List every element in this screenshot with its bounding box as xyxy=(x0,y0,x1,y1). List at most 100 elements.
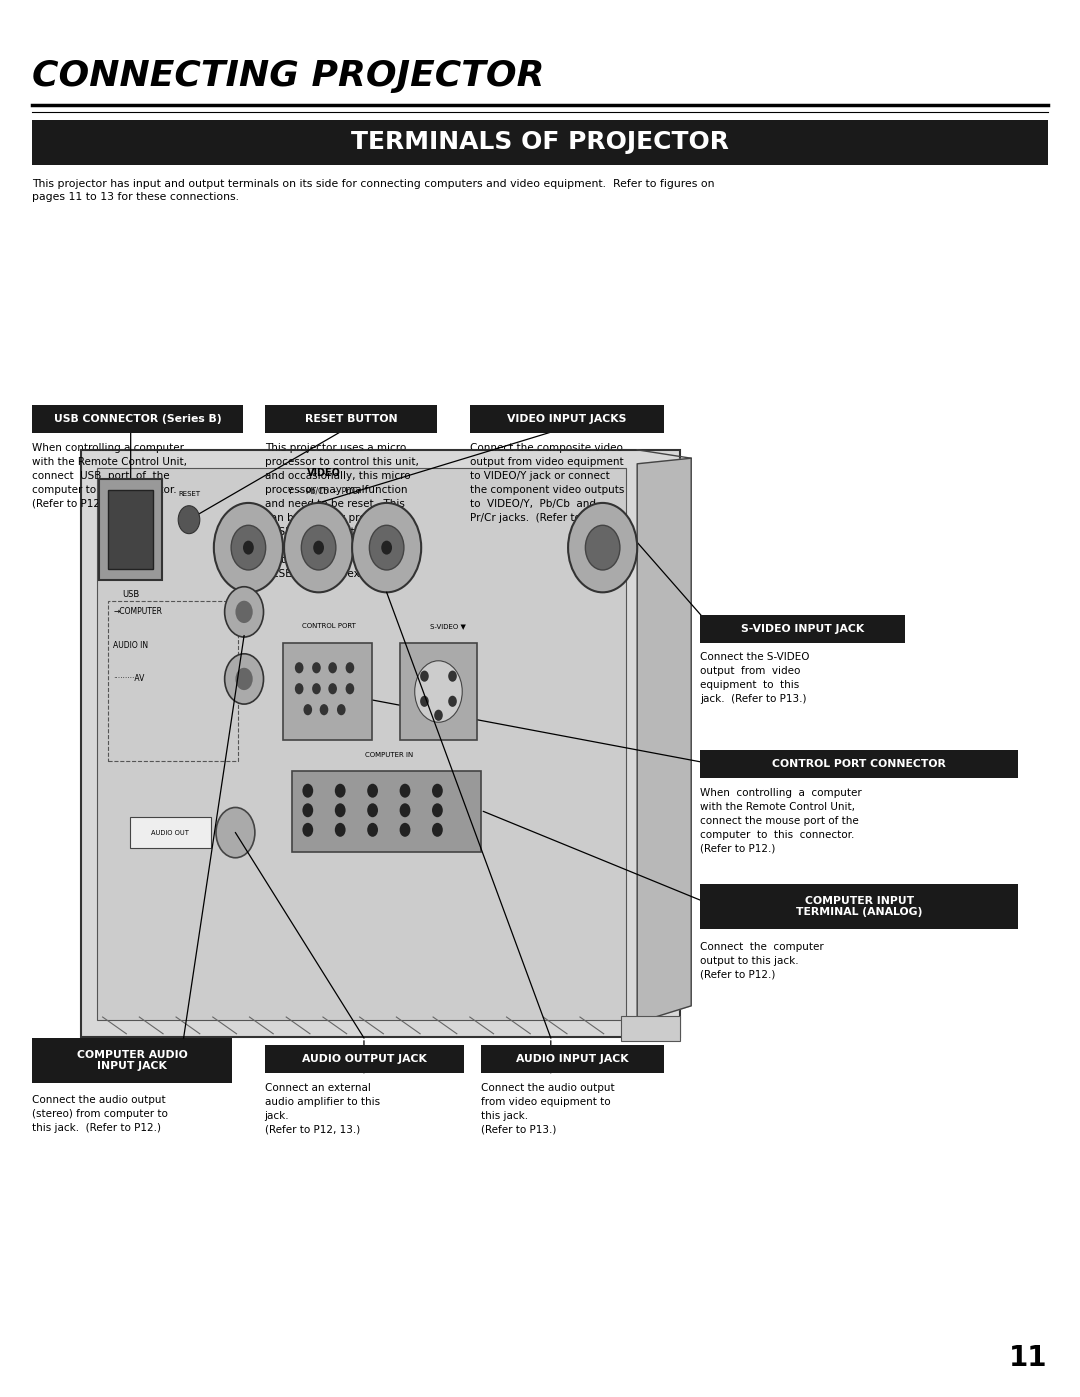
Text: Connect  the  computer
output to this jack.
(Refer to P12.): Connect the computer output to this jack… xyxy=(700,942,824,979)
Bar xyxy=(700,750,1018,778)
Circle shape xyxy=(216,807,255,858)
Circle shape xyxy=(346,683,354,694)
Bar xyxy=(108,601,238,761)
Circle shape xyxy=(335,784,346,798)
Circle shape xyxy=(225,587,264,637)
Text: ·········AV: ·········AV xyxy=(113,675,145,683)
Bar xyxy=(32,120,1048,165)
Circle shape xyxy=(214,503,283,592)
Text: TERMINALS OF PROJECTOR: TERMINALS OF PROJECTOR xyxy=(351,130,729,155)
Circle shape xyxy=(225,654,264,704)
Bar xyxy=(97,468,626,1020)
Text: This projector uses a micro
processor to control this unit,
and occasionally, th: This projector uses a micro processor to… xyxy=(265,443,418,578)
Text: USB: USB xyxy=(122,590,139,598)
Circle shape xyxy=(434,710,443,721)
Circle shape xyxy=(235,601,253,623)
Circle shape xyxy=(312,683,321,694)
Circle shape xyxy=(295,683,303,694)
Circle shape xyxy=(585,525,620,570)
Circle shape xyxy=(367,784,378,798)
Text: When  controlling  a  computer
with the Remote Control Unit,
connect the mouse p: When controlling a computer with the Rem… xyxy=(700,788,862,854)
Circle shape xyxy=(231,525,266,570)
Text: 11: 11 xyxy=(1009,1344,1048,1372)
Text: CONTROL PORT CONNECTOR: CONTROL PORT CONNECTOR xyxy=(772,759,946,770)
Circle shape xyxy=(335,823,346,837)
Circle shape xyxy=(448,671,457,682)
Text: Connect the audio output
from video equipment to
this jack.
(Refer to P13.): Connect the audio output from video equi… xyxy=(481,1083,615,1134)
Text: When controlling a computer
with the Remote Control Unit,
connect  USB  port  of: When controlling a computer with the Rem… xyxy=(32,443,188,509)
Circle shape xyxy=(346,662,354,673)
Bar xyxy=(400,643,477,740)
Circle shape xyxy=(302,803,313,817)
Bar xyxy=(292,771,481,852)
Circle shape xyxy=(328,683,337,694)
Text: CONNECTING PROJECTOR: CONNECTING PROJECTOR xyxy=(32,59,545,92)
Circle shape xyxy=(568,503,637,592)
Circle shape xyxy=(381,541,392,555)
Text: Connect the audio output
(stereo) from computer to
this jack.  (Refer to P12.): Connect the audio output (stereo) from c… xyxy=(32,1095,168,1133)
Text: Connect the composite video
output from video equipment
to VIDEO/Y jack or conne: Connect the composite video output from … xyxy=(470,443,624,522)
Bar xyxy=(99,479,162,580)
Text: USB CONNECTOR (Series B): USB CONNECTOR (Series B) xyxy=(54,414,221,425)
Circle shape xyxy=(432,784,443,798)
Circle shape xyxy=(400,784,410,798)
Circle shape xyxy=(313,541,324,555)
Circle shape xyxy=(328,662,337,673)
Bar xyxy=(265,1045,464,1073)
Text: RESET: RESET xyxy=(178,492,200,497)
Text: COMPUTER AUDIO
INPUT JACK: COMPUTER AUDIO INPUT JACK xyxy=(77,1049,188,1071)
Text: S-VIDEO ▼: S-VIDEO ▼ xyxy=(430,623,467,629)
Circle shape xyxy=(367,823,378,837)
Text: Connect the S-VIDEO
output  from  video
equipment  to  this
jack.  (Refer to P13: Connect the S-VIDEO output from video eq… xyxy=(700,652,809,704)
Circle shape xyxy=(284,503,353,592)
Circle shape xyxy=(369,525,404,570)
Text: AUDIO IN: AUDIO IN xyxy=(113,641,149,650)
Bar xyxy=(481,1045,664,1073)
Circle shape xyxy=(235,668,253,690)
Circle shape xyxy=(302,784,313,798)
Bar xyxy=(470,405,664,433)
Circle shape xyxy=(400,823,410,837)
Text: AUDIO OUTPUT JACK: AUDIO OUTPUT JACK xyxy=(302,1053,427,1065)
Bar xyxy=(700,884,1018,929)
Text: This projector has input and output terminals on its side for connecting compute: This projector has input and output term… xyxy=(32,179,715,203)
Text: S-VIDEO INPUT JACK: S-VIDEO INPUT JACK xyxy=(741,623,864,634)
Circle shape xyxy=(303,704,312,715)
Circle shape xyxy=(243,541,254,555)
Polygon shape xyxy=(637,458,691,1023)
Circle shape xyxy=(178,506,200,534)
Bar xyxy=(108,490,153,569)
Text: CONTROL PORT: CONTROL PORT xyxy=(302,623,356,629)
Text: VIDEO INPUT JACKS: VIDEO INPUT JACKS xyxy=(508,414,626,425)
Circle shape xyxy=(320,704,328,715)
Text: AUDIO OUT: AUDIO OUT xyxy=(150,830,189,835)
Text: →COMPUTER: →COMPUTER xyxy=(113,608,162,616)
Text: RESET BUTTON: RESET BUTTON xyxy=(305,414,397,425)
Circle shape xyxy=(301,525,336,570)
Circle shape xyxy=(448,696,457,707)
Circle shape xyxy=(352,503,421,592)
Text: COMPUTER IN: COMPUTER IN xyxy=(365,752,413,757)
Bar xyxy=(81,450,680,1037)
Bar xyxy=(621,1016,680,1041)
Bar xyxy=(130,817,211,848)
Bar xyxy=(32,1038,232,1083)
Circle shape xyxy=(415,661,462,722)
Circle shape xyxy=(302,823,313,837)
Bar xyxy=(265,405,437,433)
Circle shape xyxy=(337,704,346,715)
Circle shape xyxy=(432,803,443,817)
Circle shape xyxy=(335,803,346,817)
Circle shape xyxy=(400,803,410,817)
Bar xyxy=(283,643,372,740)
Circle shape xyxy=(432,823,443,837)
Circle shape xyxy=(312,662,321,673)
Text: COMPUTER INPUT
TERMINAL (ANALOG): COMPUTER INPUT TERMINAL (ANALOG) xyxy=(796,895,922,918)
Bar xyxy=(32,405,243,433)
Text: Connect an external
audio amplifier to this
jack.
(Refer to P12, 13.): Connect an external audio amplifier to t… xyxy=(265,1083,380,1134)
Circle shape xyxy=(295,662,303,673)
Circle shape xyxy=(420,671,429,682)
Bar xyxy=(700,615,905,643)
Text: VIDEO: VIDEO xyxy=(307,468,341,478)
Circle shape xyxy=(367,803,378,817)
